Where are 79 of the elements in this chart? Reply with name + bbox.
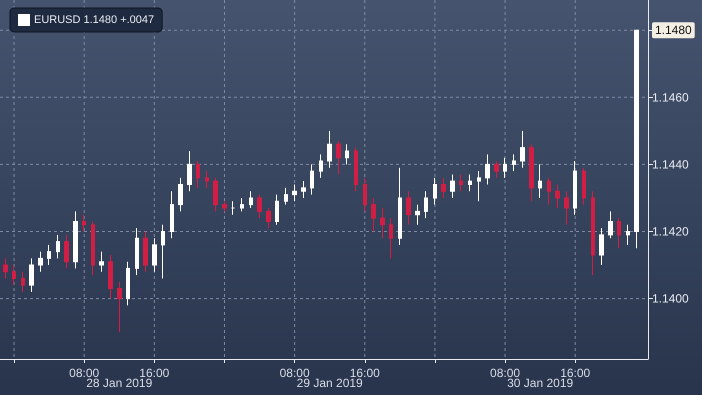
candlestick (135, 228, 139, 276)
candlestick (327, 130, 332, 168)
candlestick (354, 147, 358, 192)
candlestick (459, 174, 463, 192)
candlestick (99, 251, 104, 272)
candlestick (363, 177, 367, 212)
candlestick (73, 210, 78, 269)
candlestick (494, 160, 499, 178)
candlestick (108, 254, 113, 300)
candlestick (371, 197, 376, 232)
candlestick (547, 177, 551, 206)
y-tick-label: 1.1400 (652, 292, 690, 306)
candlestick (441, 177, 446, 198)
candlestick (617, 218, 621, 249)
candlestick (555, 184, 560, 209)
candlestick (310, 164, 314, 196)
candlestick (538, 164, 542, 198)
candlestick (389, 218, 393, 259)
candlestick (82, 214, 86, 232)
candlestick (257, 194, 262, 219)
y-tick-label: 1.1440 (652, 157, 690, 172)
candlestick (205, 170, 209, 188)
candlestick (143, 231, 148, 272)
candlestick (38, 251, 43, 272)
candlestick (626, 224, 630, 246)
candlestick (477, 170, 481, 202)
candlestick (634, 30, 639, 249)
candlestick (91, 220, 95, 276)
candlestick (3, 258, 8, 279)
candlestick (187, 150, 192, 192)
candlestick (424, 190, 428, 219)
candlestick (275, 194, 279, 226)
candlestick (240, 197, 244, 212)
candlestick (56, 234, 60, 259)
candlestick (503, 157, 507, 178)
candlestick (47, 244, 51, 266)
candlestick (292, 184, 297, 202)
candlestick (21, 271, 25, 292)
candlestick (222, 200, 227, 212)
candlestick (178, 177, 183, 212)
candlestick (599, 228, 604, 266)
candlestick (345, 144, 349, 165)
candlestick (231, 200, 235, 216)
candlestick (170, 190, 174, 239)
candlestick (591, 190, 595, 276)
candlestick (249, 190, 253, 209)
candlestick (319, 154, 323, 178)
candlestick (564, 190, 569, 226)
candlestick (64, 234, 69, 269)
candlestick (266, 208, 271, 229)
candlestick (284, 187, 288, 206)
candlestick (450, 174, 455, 198)
candlestick (196, 160, 200, 188)
candlestick (433, 177, 437, 206)
candlestick (126, 261, 130, 306)
candlestick (608, 210, 613, 239)
candlestick (415, 204, 420, 226)
candlestick (161, 224, 165, 279)
candlestick (213, 177, 218, 212)
candlestick (582, 167, 586, 206)
candlestick (117, 281, 122, 333)
candlestick (520, 130, 525, 168)
candlestick (398, 167, 402, 246)
candlestick (152, 238, 157, 272)
candlestick (485, 154, 490, 186)
candlestick (573, 160, 577, 216)
candlestick (336, 140, 341, 175)
y-tick-label: 1.1420 (652, 224, 690, 239)
candlestick (406, 190, 411, 226)
y-tick-label: 1.1460 (652, 90, 690, 104)
candlestick (12, 264, 16, 286)
candlestick (301, 180, 306, 198)
candlestick (29, 258, 34, 292)
legend-label: EURUSD 1.1480 +.0047 (34, 14, 154, 26)
candlestick (380, 208, 385, 239)
candlestick (512, 154, 516, 172)
y-tick-label: 1.1480 (655, 23, 692, 38)
candlestick (468, 174, 472, 192)
candlestick (529, 144, 534, 202)
